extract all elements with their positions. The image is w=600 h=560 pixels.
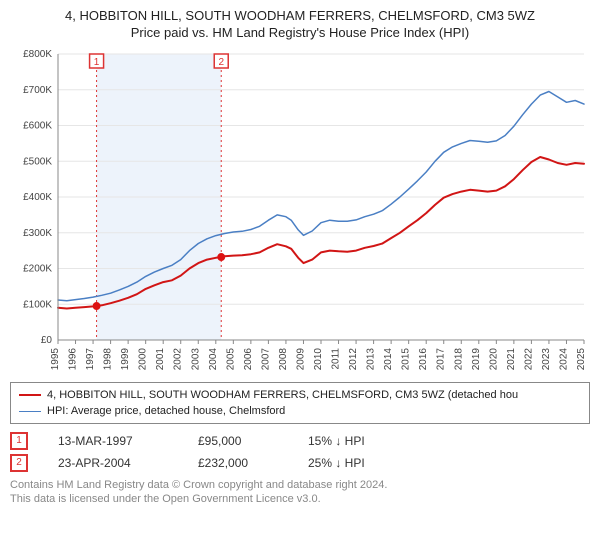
- marker-pct: 15% ↓ HPI: [308, 434, 418, 448]
- svg-text:1999: 1999: [120, 348, 131, 371]
- markers-table: 1 13-MAR-1997 £95,000 15% ↓ HPI 2 23-APR-2004…: [10, 430, 590, 474]
- marker-date: 23-APR-2004: [58, 456, 168, 470]
- chart: £0 £100K £200K £300K £400K £500K £600K £700K £80…: [10, 46, 590, 376]
- marker-row: 2 23-APR-2004 £232,000 25% ↓ HPI: [10, 452, 590, 474]
- legend: 4, HOBBITON HILL, SOUTH WOODHAM FERRERS,…: [10, 382, 590, 424]
- svg-text:1997: 1997: [85, 348, 96, 371]
- svg-text:2008: 2008: [278, 348, 289, 371]
- svg-text:1995: 1995: [50, 348, 61, 371]
- svg-text:£500K: £500K: [23, 156, 52, 167]
- marker-price: £232,000: [198, 456, 278, 470]
- attribution: Contains HM Land Registry data © Crown c…: [10, 478, 590, 507]
- legend-row: HPI: Average price, detached house, Chel…: [19, 403, 581, 419]
- svg-text:2017: 2017: [436, 348, 447, 371]
- legend-label: 4, HOBBITON HILL, SOUTH WOODHAM FERRERS,…: [47, 389, 518, 401]
- svg-text:2014: 2014: [383, 348, 394, 371]
- svg-text:2: 2: [218, 57, 224, 68]
- svg-text:2006: 2006: [243, 348, 254, 371]
- svg-text:2025: 2025: [576, 348, 587, 371]
- svg-text:£800K: £800K: [23, 49, 52, 60]
- svg-text:2020: 2020: [488, 348, 499, 371]
- svg-text:2018: 2018: [453, 348, 464, 371]
- legend-row: 4, HOBBITON HILL, SOUTH WOODHAM FERRERS,…: [19, 387, 581, 403]
- attribution-line-2: This data is licensed under the Open Gov…: [10, 492, 590, 506]
- marker-badge: 1: [10, 432, 28, 450]
- svg-text:£300K: £300K: [23, 228, 52, 239]
- svg-text:2002: 2002: [173, 348, 184, 371]
- svg-text:1998: 1998: [103, 348, 114, 371]
- svg-text:2005: 2005: [225, 348, 236, 371]
- legend-swatch: [19, 411, 41, 412]
- svg-text:2022: 2022: [523, 348, 534, 371]
- marker-badge: 2: [10, 454, 28, 472]
- svg-text:2023: 2023: [541, 348, 552, 371]
- svg-text:2003: 2003: [190, 348, 201, 371]
- title-line-2: Price paid vs. HM Land Registry's House …: [10, 25, 590, 40]
- svg-text:2016: 2016: [418, 348, 429, 371]
- svg-text:2000: 2000: [138, 348, 149, 371]
- svg-text:1996: 1996: [68, 348, 79, 371]
- chart-svg: £0 £100K £200K £300K £400K £500K £600K £700K £80…: [10, 46, 590, 376]
- marker-price: £95,000: [198, 434, 278, 448]
- svg-text:2024: 2024: [558, 348, 569, 371]
- svg-text:£0: £0: [41, 335, 53, 346]
- svg-text:£400K: £400K: [23, 192, 52, 203]
- legend-swatch: [19, 394, 41, 396]
- svg-text:2019: 2019: [471, 348, 482, 371]
- svg-text:£100K: £100K: [23, 299, 52, 310]
- svg-text:2007: 2007: [260, 348, 271, 371]
- marker-row: 1 13-MAR-1997 £95,000 15% ↓ HPI: [10, 430, 590, 452]
- svg-text:2009: 2009: [295, 348, 306, 371]
- title-line-1: 4, HOBBITON HILL, SOUTH WOODHAM FERRERS,…: [10, 8, 590, 23]
- svg-text:2004: 2004: [208, 348, 219, 371]
- marker-date: 13-MAR-1997: [58, 434, 168, 448]
- legend-label: HPI: Average price, detached house, Chel…: [47, 405, 285, 417]
- svg-text:2015: 2015: [401, 348, 412, 371]
- svg-text:2013: 2013: [366, 348, 377, 371]
- svg-text:2012: 2012: [348, 348, 359, 371]
- svg-text:2021: 2021: [506, 348, 517, 371]
- svg-text:£200K: £200K: [23, 264, 52, 275]
- svg-text:2001: 2001: [155, 348, 166, 371]
- svg-text:1: 1: [94, 57, 100, 68]
- svg-text:2011: 2011: [331, 348, 342, 370]
- svg-text:2010: 2010: [313, 348, 324, 371]
- attribution-line-1: Contains HM Land Registry data © Crown c…: [10, 478, 590, 492]
- svg-text:£600K: £600K: [23, 121, 52, 132]
- svg-text:£700K: £700K: [23, 85, 52, 96]
- marker-pct: 25% ↓ HPI: [308, 456, 418, 470]
